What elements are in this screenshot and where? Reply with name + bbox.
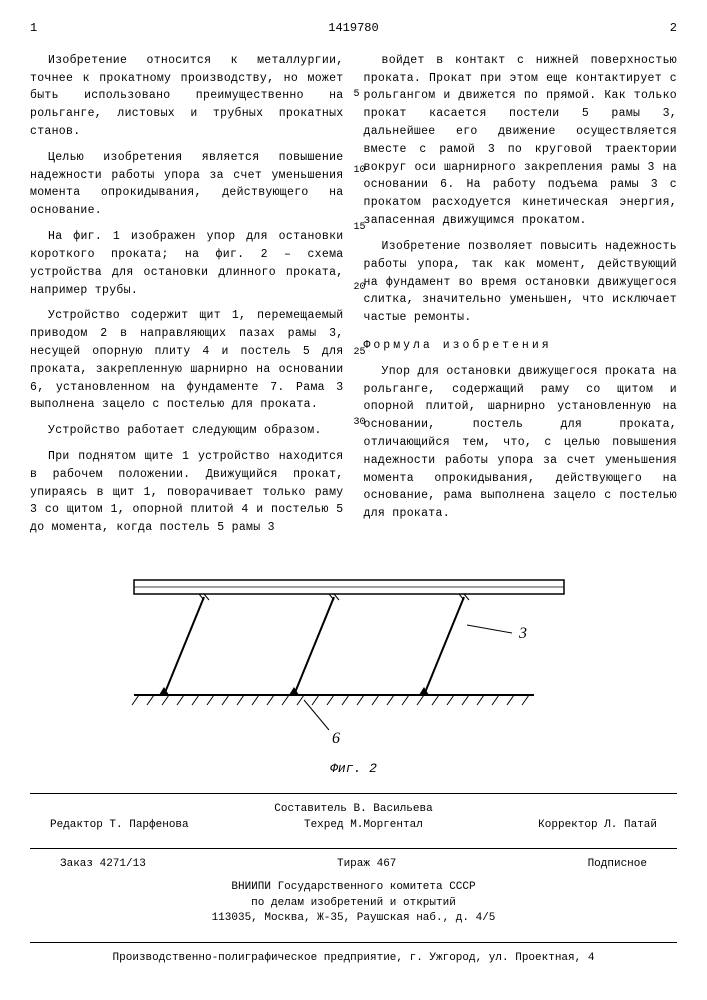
paragraph: Устройство работает следующим образом. bbox=[30, 422, 344, 440]
divider bbox=[30, 848, 677, 849]
page-header: 1 1419780 2 bbox=[30, 20, 677, 37]
organization-block: ВНИИПИ Государственного комитета СССР по… bbox=[30, 880, 677, 926]
divider bbox=[30, 942, 677, 943]
page-number-right: 2 bbox=[670, 20, 677, 37]
order-number: Заказ 4271/13 bbox=[60, 857, 146, 872]
figure-2: 3 6 Фиг. 2 bbox=[104, 565, 604, 778]
line-number: 30 bbox=[354, 418, 366, 428]
paragraph: Изобретение позволяет повысить надежност… bbox=[364, 238, 678, 327]
tirage: Тираж 467 bbox=[337, 857, 396, 872]
page-number-left: 1 bbox=[30, 20, 37, 37]
figure-label-6: 6 bbox=[332, 730, 340, 747]
line-number: 10 bbox=[354, 166, 366, 176]
paragraph: Изобретение относится к металлургии, точ… bbox=[30, 52, 344, 141]
line-number: 20 bbox=[354, 283, 366, 293]
paragraph: На фиг. 1 изображен упор для остановки к… bbox=[30, 228, 344, 299]
paragraph: При поднятом щите 1 устройство находится… bbox=[30, 448, 344, 537]
line-number: 5 bbox=[354, 90, 360, 100]
org-line-2: по делам изобретений и открытий bbox=[30, 896, 677, 911]
order-row: Заказ 4271/13 Тираж 467 Подписное bbox=[30, 857, 677, 872]
left-column: Изобретение относится к металлургии, точ… bbox=[30, 52, 344, 545]
line-number: 15 bbox=[354, 223, 366, 233]
right-column: войдет в контакт с нижней поверхностью п… bbox=[364, 52, 678, 545]
figure-diagram: 3 6 bbox=[104, 565, 604, 755]
text-columns: Изобретение относится к металлургии, точ… bbox=[30, 52, 677, 545]
editor-credit: Редактор Т. Парфенова bbox=[50, 818, 189, 833]
formula-title: Формула изобретения bbox=[364, 337, 678, 355]
line-number: 25 bbox=[354, 348, 366, 358]
divider bbox=[30, 793, 677, 794]
paragraph: Устройство содержит щит 1, перемещаемый … bbox=[30, 307, 344, 414]
paragraph: войдет в контакт с нижней поверхностью п… bbox=[364, 52, 678, 230]
paragraph: Упор для остановки движущегося проката н… bbox=[364, 363, 678, 523]
figure-caption: Фиг. 2 bbox=[104, 760, 604, 778]
corrector-credit: Корректор Л. Патай bbox=[538, 818, 657, 833]
org-line-1: ВНИИПИ Государственного комитета СССР bbox=[30, 880, 677, 895]
compiler-credit: Составитель В. Васильева bbox=[30, 802, 677, 817]
org-address: 113035, Москва, Ж-35, Раушская наб., д. … bbox=[30, 911, 677, 926]
credits-block: Составитель В. Васильева Редактор Т. Пар… bbox=[30, 802, 677, 833]
subscription: Подписное bbox=[588, 857, 647, 872]
printer-line: Производственно-полиграфическое предприя… bbox=[30, 951, 677, 966]
tech-credit: Техред М.Моргентал bbox=[304, 818, 423, 833]
paragraph: Целью изобретения является повышение над… bbox=[30, 149, 344, 220]
figure-label-3: 3 bbox=[518, 625, 527, 642]
document-number: 1419780 bbox=[37, 20, 670, 37]
